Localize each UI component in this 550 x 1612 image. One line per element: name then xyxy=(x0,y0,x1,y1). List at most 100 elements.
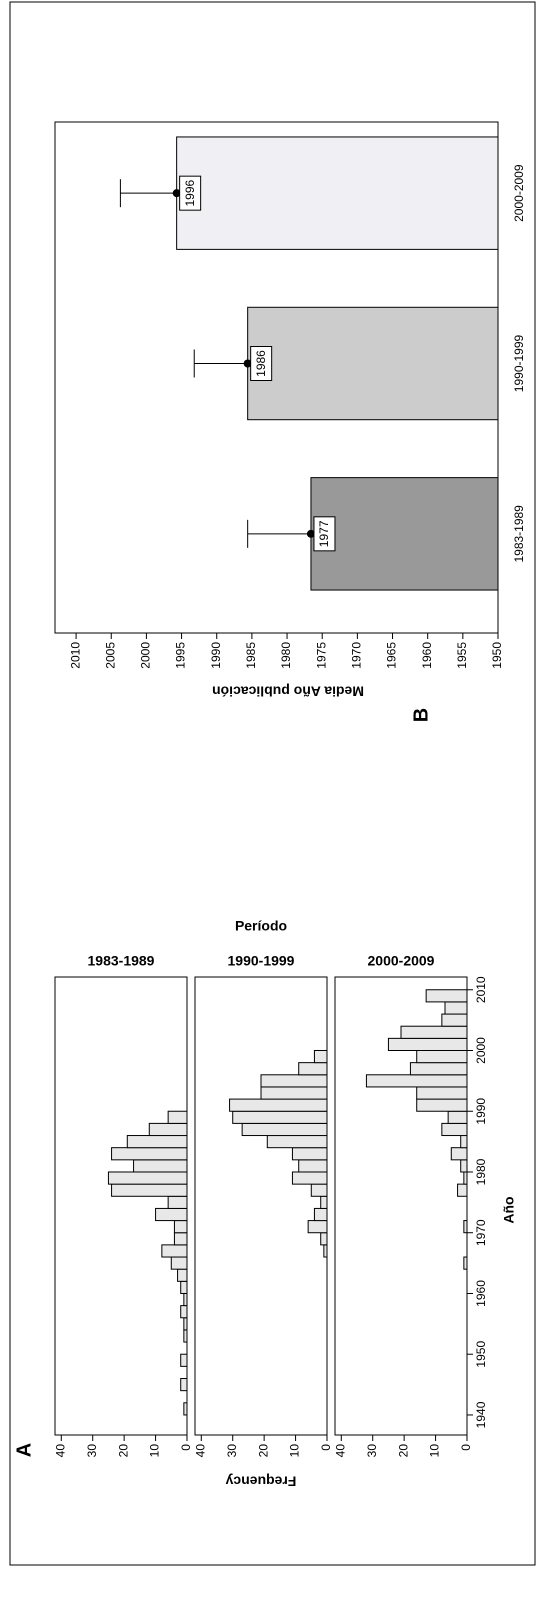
y-tick-label: 40 xyxy=(53,1444,67,1458)
value-label-box xyxy=(179,175,202,211)
histogram-bar xyxy=(183,1292,188,1307)
histogram-bar xyxy=(155,1207,188,1222)
x-tick-label: 1950 xyxy=(474,1341,488,1368)
y-tick-label: 1950 xyxy=(490,642,504,669)
y-tick-label: 1955 xyxy=(455,642,469,669)
histogram-bar xyxy=(180,1378,188,1392)
histogram-bar xyxy=(111,1147,188,1161)
panel-label: B xyxy=(410,708,432,722)
histogram-bar xyxy=(365,1074,468,1088)
y-tick-label: 10 xyxy=(148,1444,162,1458)
y-tick-label: 0 xyxy=(459,1444,473,1451)
y-tick-label: 1985 xyxy=(244,642,258,669)
y-tick-label: 1995 xyxy=(174,642,188,669)
y-tick-label: 20 xyxy=(116,1444,130,1458)
mean-dot xyxy=(243,359,252,368)
y-axis-title: Frequency xyxy=(225,1473,296,1489)
histogram-bar xyxy=(313,1049,328,1064)
histogram-bar xyxy=(291,1171,328,1185)
y-tick-label: 0 xyxy=(179,1444,193,1451)
histogram-bar xyxy=(416,1049,468,1064)
x-tick-label: 1983-1989 xyxy=(512,505,526,563)
x-tick-label: 1980 xyxy=(474,1158,488,1185)
histogram-bar xyxy=(463,1171,468,1185)
histogram-bar xyxy=(463,1220,468,1234)
outer-frame xyxy=(9,1,536,1566)
x-tick-label: 1940 xyxy=(474,1401,488,1428)
histogram-bar xyxy=(183,1317,188,1331)
y-tick-label: 20 xyxy=(256,1444,270,1458)
histogram-bar xyxy=(416,1086,468,1100)
bar xyxy=(310,477,499,591)
histogram-bar xyxy=(416,1098,468,1112)
histogram-bar xyxy=(148,1122,188,1137)
histogram-bar xyxy=(460,1135,468,1149)
histogram-bar xyxy=(291,1147,328,1161)
y-tick-label: 1965 xyxy=(385,642,399,669)
histogram-bar xyxy=(173,1232,188,1246)
y-tick-label: 10 xyxy=(428,1444,442,1458)
histogram-bar xyxy=(133,1159,188,1173)
histogram-bar xyxy=(400,1025,468,1039)
y-tick-label: 2010 xyxy=(68,642,82,669)
x-axis-title: Año xyxy=(501,1196,517,1223)
x-tick-label: 1990 xyxy=(474,1098,488,1125)
histogram-bar xyxy=(444,1001,468,1015)
histogram-bar xyxy=(320,1232,328,1246)
x-tick-label: 1970 xyxy=(474,1219,488,1246)
histogram-bar xyxy=(457,1183,468,1197)
panel-group-title: Período xyxy=(235,918,287,934)
panel-title: 1983-1989 xyxy=(88,953,155,969)
histogram-bar xyxy=(167,1195,188,1209)
value-label: 1996 xyxy=(183,179,197,206)
histogram-bar xyxy=(450,1147,468,1161)
panel-frame xyxy=(334,976,468,1436)
x-tick-label: 2000 xyxy=(474,1037,488,1064)
value-label: 1977 xyxy=(317,520,331,547)
value-label-box xyxy=(313,516,336,552)
histogram-bar xyxy=(180,1280,188,1294)
y-tick-label: 1975 xyxy=(314,642,328,669)
histogram-bar xyxy=(387,1037,468,1051)
y-tick-label: 40 xyxy=(193,1444,207,1458)
y-tick-label: 1960 xyxy=(420,642,434,669)
histogram-bar xyxy=(183,1329,188,1343)
bar xyxy=(247,306,499,421)
histogram-bar xyxy=(320,1195,328,1209)
x-tick-label: 1960 xyxy=(474,1280,488,1307)
histogram-bar xyxy=(441,1013,468,1027)
histogram-bar xyxy=(447,1110,468,1124)
histogram-bar xyxy=(107,1171,188,1185)
rotated-figure: A Período Frequency Año 1983-1989 0 10 20 30 40 19… xyxy=(9,1,536,1566)
y-tick-label: 1970 xyxy=(350,642,364,669)
histogram-bar xyxy=(126,1135,188,1149)
histogram-bar xyxy=(310,1183,328,1197)
histogram-bar xyxy=(441,1122,468,1137)
histogram-bar xyxy=(180,1353,188,1367)
y-tick-label: 20 xyxy=(396,1444,410,1458)
y-tick-label: 30 xyxy=(365,1444,379,1458)
x-tick-label: 2010 xyxy=(474,976,488,1003)
histogram-bar xyxy=(241,1122,328,1137)
bar xyxy=(176,136,499,250)
histogram-bar xyxy=(183,1402,188,1416)
y-tick-label: 10 xyxy=(288,1444,302,1458)
y-tick-label: 2005 xyxy=(103,642,117,669)
histogram-bar xyxy=(170,1256,188,1270)
panel-frame xyxy=(194,976,328,1436)
histogram-bar xyxy=(232,1110,328,1124)
histogram-bar xyxy=(260,1086,328,1100)
histogram-bar xyxy=(307,1220,328,1234)
y-tick-label: 30 xyxy=(85,1444,99,1458)
histogram-bar xyxy=(409,1062,468,1076)
histogram-bar xyxy=(298,1062,328,1076)
histogram-bar xyxy=(313,1207,328,1222)
y-tick-label: 0 xyxy=(319,1444,333,1451)
histogram-bar xyxy=(161,1244,188,1258)
histogram-bar xyxy=(323,1244,328,1258)
histogram-bar xyxy=(173,1220,188,1234)
value-label-box xyxy=(250,346,273,381)
histogram-bar xyxy=(177,1268,188,1282)
histogram-bar xyxy=(111,1183,188,1197)
y-tick-label: 2000 xyxy=(139,642,153,669)
